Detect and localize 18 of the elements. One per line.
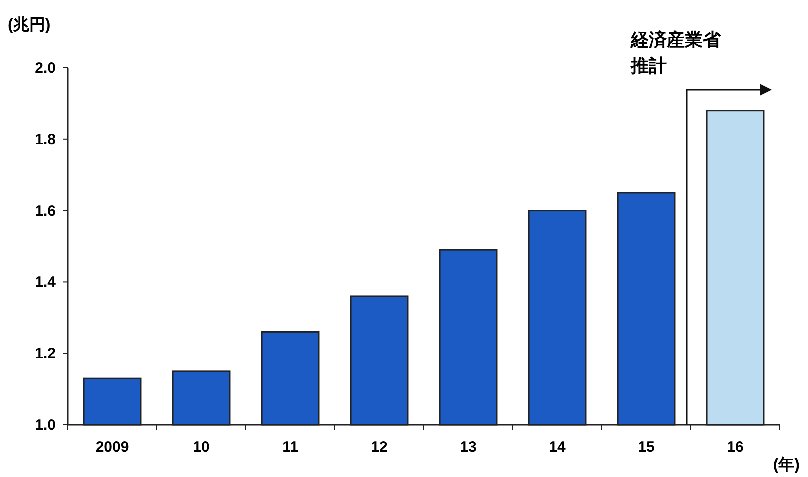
x-tick-label: 14 bbox=[549, 439, 566, 456]
y-tick-label: 1.2 bbox=[35, 346, 56, 363]
y-tick-label: 1.4 bbox=[35, 274, 57, 292]
text: 経済産業省 bbox=[630, 30, 722, 50]
x-tick-label: 16 bbox=[727, 439, 744, 456]
annotation: 推計 bbox=[630, 56, 667, 76]
x-axis-title: (年) bbox=[773, 456, 800, 474]
y-axis-title: (兆円) bbox=[8, 16, 51, 34]
x-tick-label: 15 bbox=[638, 439, 655, 456]
x-tick-label: 2009 bbox=[96, 439, 130, 456]
x-tick-label: 13 bbox=[460, 439, 477, 456]
y-tick-label: 2.0 bbox=[35, 60, 56, 77]
x-tick-label: 10 bbox=[193, 439, 210, 456]
x-tick-label: 11 bbox=[282, 439, 298, 456]
y-tick-label: 1.0 bbox=[35, 417, 56, 434]
x-tick-label: 12 bbox=[371, 439, 388, 456]
y-tick-label: 1.8 bbox=[35, 131, 56, 148]
y-tick-label: 1.6 bbox=[35, 202, 56, 220]
